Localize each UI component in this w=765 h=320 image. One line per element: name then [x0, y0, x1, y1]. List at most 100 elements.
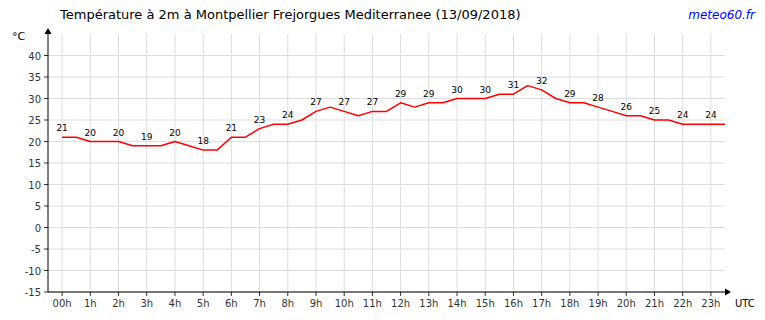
tick: [118, 292, 119, 296]
title: Température à 2m à Montpellier Frejorgue…: [59, 7, 521, 22]
tick-label: 35: [28, 72, 41, 83]
grid-line: [682, 34, 683, 292]
tick: [231, 292, 232, 296]
tick-label: 17h: [532, 298, 551, 309]
tick: [598, 292, 599, 296]
tick-label: 0: [35, 223, 41, 234]
grid-line: [344, 34, 345, 292]
data-label: 30: [480, 85, 492, 95]
tick: [44, 292, 48, 293]
tick-label: 13h: [419, 298, 438, 309]
grid-line: [315, 34, 316, 292]
grid-line: [118, 34, 119, 292]
tick: [344, 292, 345, 296]
tick-label: 1h: [84, 298, 97, 309]
tick-label: 10: [28, 180, 41, 191]
y-axis-label: °C: [12, 30, 26, 43]
tick-label: 20h: [617, 298, 636, 309]
tick-label: 7h: [253, 298, 266, 309]
grid-line: [231, 34, 232, 292]
grid-line: [48, 77, 725, 78]
plot-area: [62, 86, 725, 151]
tick-label: 10h: [335, 298, 354, 309]
tick: [400, 292, 401, 296]
grid-line: [90, 34, 91, 292]
data-label: 20: [113, 128, 125, 138]
grid-line: [48, 270, 725, 271]
tick-label: 11h: [363, 298, 382, 309]
tick: [428, 292, 429, 296]
data-labels: 2120201920182123242727272929303031322928…: [56, 76, 717, 146]
grid-line: [48, 120, 725, 121]
tick: [315, 292, 316, 296]
tick-label: 12h: [391, 298, 410, 309]
x-axis-label: UTC: [735, 298, 755, 309]
tick: [457, 292, 458, 296]
tick: [203, 292, 204, 296]
tick-label: 14h: [447, 298, 466, 309]
grid-line: [48, 206, 725, 207]
grid-line: [485, 34, 486, 292]
data-label: 24: [282, 110, 294, 120]
data-label: 19: [141, 132, 153, 142]
data-label: 20: [85, 128, 97, 138]
tick-label: -15: [25, 287, 41, 298]
grid-line: [48, 227, 725, 228]
tick-label: 2h: [112, 298, 125, 309]
grid-line: [62, 34, 63, 292]
tick-label: 00h: [53, 298, 72, 309]
tick: [710, 292, 711, 296]
tick-label: 18h: [560, 298, 579, 309]
data-label: 24: [705, 110, 717, 120]
axis-arrow: [45, 28, 52, 34]
tick-label: 19h: [589, 298, 608, 309]
grid-line: [710, 34, 711, 292]
tick: [62, 292, 63, 296]
tick-label: 25: [28, 115, 41, 126]
grid-line: [598, 34, 599, 292]
data-label: 21: [56, 123, 67, 133]
data-label: 20: [169, 128, 181, 138]
tick-label: -10: [25, 266, 41, 277]
tick-label: 3h: [140, 298, 153, 309]
tick: [513, 292, 514, 296]
data-label: 28: [592, 93, 604, 103]
tick-label: 16h: [504, 298, 523, 309]
data-label: 24: [677, 110, 689, 120]
data-label: 32: [536, 76, 547, 86]
grid-line: [48, 98, 725, 99]
tick-label: 15h: [476, 298, 495, 309]
data-label: 29: [423, 89, 435, 99]
tick: [569, 292, 570, 296]
grid-line: [146, 34, 147, 292]
grid-line: [428, 34, 429, 292]
chart: -15-10-5051015202530354000h1h2h3h4h5h6h7…: [0, 0, 765, 320]
tick: [44, 55, 48, 56]
tick-label: 4h: [169, 298, 182, 309]
tick: [44, 141, 48, 142]
data-label: 27: [338, 97, 349, 107]
tick: [485, 292, 486, 296]
grid-line: [541, 34, 542, 292]
grid-line: [457, 34, 458, 292]
data-label: 21: [226, 123, 237, 133]
grid-line: [203, 34, 204, 292]
tick: [44, 77, 48, 78]
tick-label: 5h: [197, 298, 210, 309]
tick-label: 8h: [281, 298, 294, 309]
tick: [146, 292, 147, 296]
tick: [44, 98, 48, 99]
data-label: 26: [621, 102, 633, 112]
data-label: 29: [395, 89, 407, 99]
tick: [626, 292, 627, 296]
data-label: 25: [649, 106, 660, 116]
data-label: 30: [451, 85, 463, 95]
grid-line: [48, 163, 725, 164]
grid-line: [287, 34, 288, 292]
tick-label: 21h: [645, 298, 664, 309]
grid-line: [48, 184, 725, 185]
data-label: 29: [564, 89, 576, 99]
grid-line: [48, 249, 725, 250]
grid-line: [48, 292, 725, 293]
grid-line: [654, 34, 655, 292]
